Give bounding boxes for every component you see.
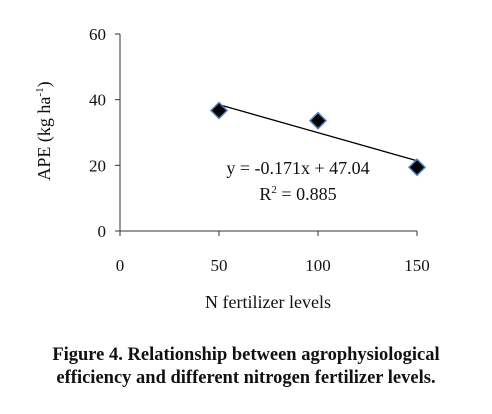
chart: 0 50 100 150 0 20 40 60 y = -0.171x + 47.04 R2…: [34, 25, 430, 312]
y-axis-title-main: APE (kg ha: [34, 97, 55, 181]
x-tick-label: 100: [305, 256, 331, 275]
axes: [119, 34, 417, 236]
equation-label: y = -0.171x + 47.04: [226, 158, 369, 178]
r-squared-superscript: 2: [271, 184, 277, 196]
data-point-diamond: [209, 101, 229, 120]
x-tick-label: 0: [116, 256, 125, 275]
x-tick-label: 50: [211, 256, 228, 275]
data-point-diamond: [407, 158, 427, 177]
caption-line-2: efficiency and different nitrogen fertil…: [56, 368, 436, 388]
x-axis-ticks: 0 50 100 150: [116, 231, 430, 275]
r-squared-prefix: R: [259, 184, 271, 204]
y-axis-ticks: 0 20 40 60: [89, 25, 120, 241]
y-tick-label: 60: [89, 25, 106, 44]
figure-caption: Figure 4. Relationship between agrophysi…: [0, 344, 492, 390]
data-point-diamond: [308, 111, 328, 130]
data-points: [209, 101, 427, 177]
trendline: [218, 103, 418, 162]
y-tick-label: 40: [89, 91, 106, 110]
r-squared-label: R2 = 0.885: [259, 184, 336, 204]
y-tick-label: 20: [89, 156, 106, 175]
y-tick-label: 0: [98, 222, 107, 241]
trendline-group: [218, 103, 418, 162]
y-axis-title: APE (kg ha-1): [34, 81, 55, 180]
y-axis-title-close: ): [34, 81, 55, 87]
x-tick-label: 150: [404, 256, 430, 275]
y-axis-title-superscript: -1: [34, 87, 46, 96]
x-axis-title: N fertilizer levels: [205, 292, 331, 312]
caption-line-1: Figure 4. Relationship between agrophysi…: [52, 345, 440, 365]
r-squared-value: = 0.885: [277, 184, 337, 204]
